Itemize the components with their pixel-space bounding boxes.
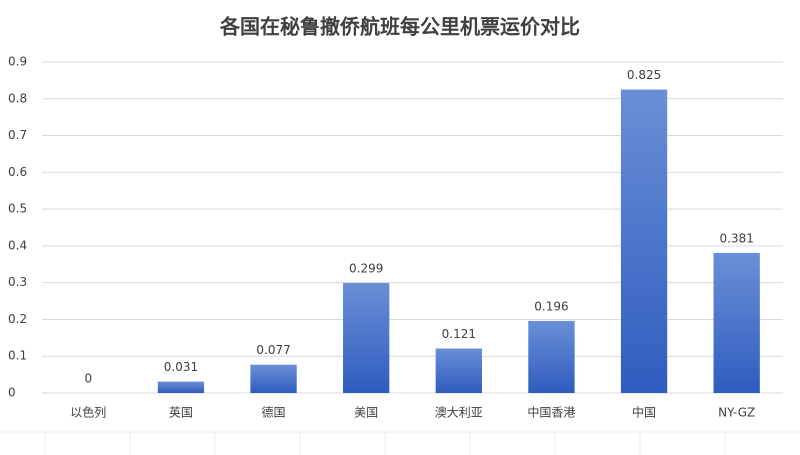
data-label: 0.031 bbox=[164, 360, 198, 374]
bar bbox=[620, 89, 668, 393]
bar bbox=[157, 381, 205, 393]
data-label: 0.381 bbox=[720, 231, 754, 245]
data-label: 0 bbox=[84, 372, 92, 386]
x-tick-label: 澳大利亚 bbox=[435, 406, 483, 420]
x-tick-label: 中国 bbox=[632, 405, 656, 420]
y-tick-label: 0.2 bbox=[8, 312, 27, 326]
y-tick-label: 0.3 bbox=[8, 275, 27, 289]
bar bbox=[528, 320, 575, 393]
data-label: 0.077 bbox=[256, 343, 290, 357]
x-tick-label: 中国香港 bbox=[527, 405, 575, 420]
y-tick-label: 0.4 bbox=[8, 238, 27, 252]
x-tick-label: 美国 bbox=[354, 406, 378, 420]
y-tick-label: 0.7 bbox=[8, 128, 27, 142]
y-tick-label: 0.9 bbox=[8, 55, 27, 69]
chart-title: 各国在秘鲁撤侨航班每公里机票运价对比 bbox=[219, 15, 580, 39]
bar bbox=[343, 283, 390, 393]
x-tick-label: NY-GZ bbox=[718, 406, 755, 420]
y-tick-label: 0.5 bbox=[8, 202, 27, 216]
data-label: 0.299 bbox=[349, 262, 383, 276]
x-tick-label: 英国 bbox=[169, 406, 193, 420]
y-tick-label: 0.8 bbox=[8, 91, 27, 105]
y-tick-label: 0.6 bbox=[8, 165, 27, 179]
bar bbox=[250, 364, 297, 393]
x-tick-label: 德国 bbox=[262, 405, 286, 420]
data-label: 0.825 bbox=[627, 68, 661, 82]
x-tick-label: 以色列 bbox=[70, 406, 106, 420]
data-label: 0.196 bbox=[534, 299, 568, 313]
y-tick-label: 0.1 bbox=[8, 349, 27, 363]
bar bbox=[713, 252, 760, 393]
y-tick-label: 0 bbox=[8, 386, 16, 400]
data-label: 0.121 bbox=[442, 327, 476, 341]
footer-lines bbox=[0, 431, 800, 455]
bar bbox=[435, 348, 482, 393]
